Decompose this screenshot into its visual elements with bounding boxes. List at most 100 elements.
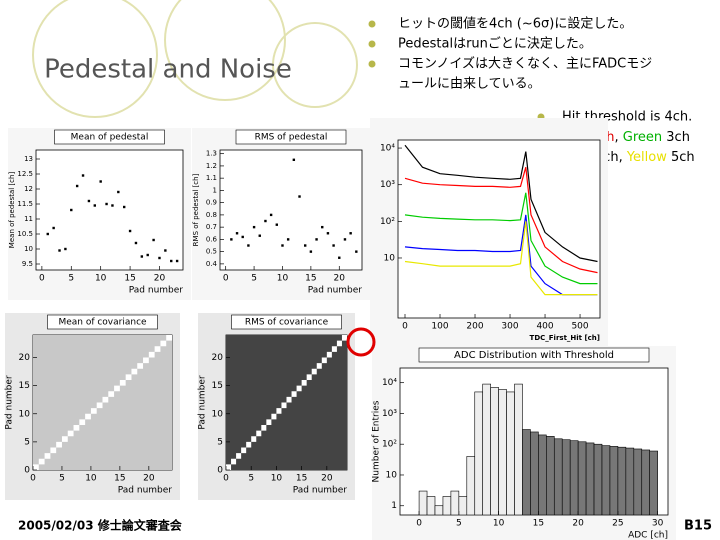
diagonal-cell xyxy=(236,453,242,459)
chart: Mean of covariance 0 5 10 15 20 0 5 10 15 20 Pad nu… xyxy=(5,313,180,500)
point xyxy=(304,244,307,247)
bar xyxy=(593,443,603,515)
x-tick-label: 20 xyxy=(143,474,155,484)
y-tick-label: 0.5 xyxy=(206,248,217,256)
y-tick-label: 0.8 xyxy=(206,211,217,219)
diagonal-cell xyxy=(231,458,237,465)
point xyxy=(309,250,313,253)
y-tick-label: 10 xyxy=(24,245,33,253)
x-tick-label: 5 xyxy=(248,474,254,484)
y-tick-label: 5 xyxy=(217,437,223,447)
chart: RMS of pedestal 0 5 10 15 20 0.4 0.5 0.6 0.7 0.8 0.… xyxy=(192,128,370,300)
x-axis-label: Pad number xyxy=(118,486,173,496)
point xyxy=(321,225,324,229)
title-box xyxy=(54,129,165,145)
y-tick-label: 1.2 xyxy=(206,162,217,170)
point xyxy=(235,232,239,235)
y-axis-label: RMS of pedestal [ch] xyxy=(192,173,200,246)
title-box xyxy=(235,129,347,145)
x-tick-label: 20 xyxy=(334,274,346,284)
title-box xyxy=(418,347,650,363)
diagonal-cell xyxy=(33,464,39,470)
decor-circle xyxy=(272,22,358,108)
diagonal-cell xyxy=(276,408,282,414)
marks xyxy=(33,335,172,470)
bar xyxy=(514,383,523,515)
page-number: B15 xyxy=(684,519,712,534)
x-tick-label: 20 xyxy=(572,519,584,529)
bar xyxy=(641,449,651,515)
bar xyxy=(577,441,587,515)
slide-title: Pedestal and Noise xyxy=(44,55,292,85)
diagonal-cell xyxy=(316,363,322,369)
bar xyxy=(458,496,468,515)
point xyxy=(52,226,55,230)
point xyxy=(258,234,261,237)
x-tick-label: 0 xyxy=(39,274,45,284)
diagonal-cell xyxy=(125,374,132,380)
chart: 0 100 200 300 400 500 10 10² 10³ 10⁴ TDC_First_Hit… xyxy=(370,118,608,348)
x-tick-label: 10 xyxy=(271,474,283,484)
diagonal-cell xyxy=(143,357,149,364)
x-axis-label: TDC_First_Hit [ch] xyxy=(530,334,600,342)
point xyxy=(252,225,256,229)
point xyxy=(170,259,173,263)
point xyxy=(286,238,290,241)
x-tick-label: 0 xyxy=(223,474,229,484)
chart-title: RMS of pedestal xyxy=(255,133,328,143)
decor xyxy=(32,0,358,118)
diagonal-cell xyxy=(251,436,257,442)
x-tick-label: 20 xyxy=(321,474,333,484)
x-tick-label: 0 xyxy=(223,274,229,284)
decor-circle xyxy=(164,0,286,101)
marks xyxy=(418,383,658,515)
y-tick-label: 10³ xyxy=(380,180,395,190)
y-tick-label: 10² xyxy=(380,217,395,227)
point xyxy=(93,204,96,207)
x-tick-label: 5 xyxy=(68,274,74,284)
x-tick-label: 10 xyxy=(85,474,97,484)
y-tick-label: 13 xyxy=(24,155,33,163)
bar xyxy=(609,446,619,515)
x-tick-label: 10 xyxy=(95,274,107,284)
y-tick-label: 10² xyxy=(382,440,397,450)
diagonal-cell xyxy=(331,346,337,352)
bar xyxy=(490,387,499,515)
diagonal-cell xyxy=(246,441,252,448)
plot-area xyxy=(219,149,363,271)
diagonal-cell xyxy=(301,380,307,386)
diagonal-cell xyxy=(160,340,167,347)
x-axis-label: Pad number xyxy=(308,286,363,296)
bar xyxy=(601,445,611,515)
diagonal-cell xyxy=(38,458,45,465)
point xyxy=(164,249,167,252)
point xyxy=(87,199,91,203)
x-tick-label: 10 xyxy=(493,519,505,529)
series-line xyxy=(404,221,598,296)
diagonal-cell xyxy=(108,391,115,397)
series-line xyxy=(404,214,598,296)
x-axis-label: ADC [ch] xyxy=(628,531,668,540)
x-tick-label: 15 xyxy=(305,274,316,284)
y-tick-label: 0 xyxy=(24,466,30,476)
bar xyxy=(569,440,579,515)
point xyxy=(175,259,179,263)
bar xyxy=(482,383,491,515)
y-axis-label: Number of Entries xyxy=(372,400,382,482)
diagonal-cell xyxy=(261,425,267,431)
bullet-dot xyxy=(368,60,376,68)
diagonal-cell xyxy=(271,413,277,420)
diagonal-cell xyxy=(44,453,51,459)
point xyxy=(292,158,296,161)
diagonal-cell xyxy=(256,430,262,437)
y-tick-label: 10³ xyxy=(382,409,397,419)
y-tick-label: 10 xyxy=(212,409,224,419)
y-tick-label: 1 xyxy=(391,501,397,511)
diagonal-cell xyxy=(119,380,126,386)
y-tick-label: 15 xyxy=(212,381,223,391)
x-tick-label: 5 xyxy=(251,274,257,284)
y-tick-label: 0 xyxy=(217,466,223,476)
bar xyxy=(617,446,627,515)
bar xyxy=(553,438,563,515)
